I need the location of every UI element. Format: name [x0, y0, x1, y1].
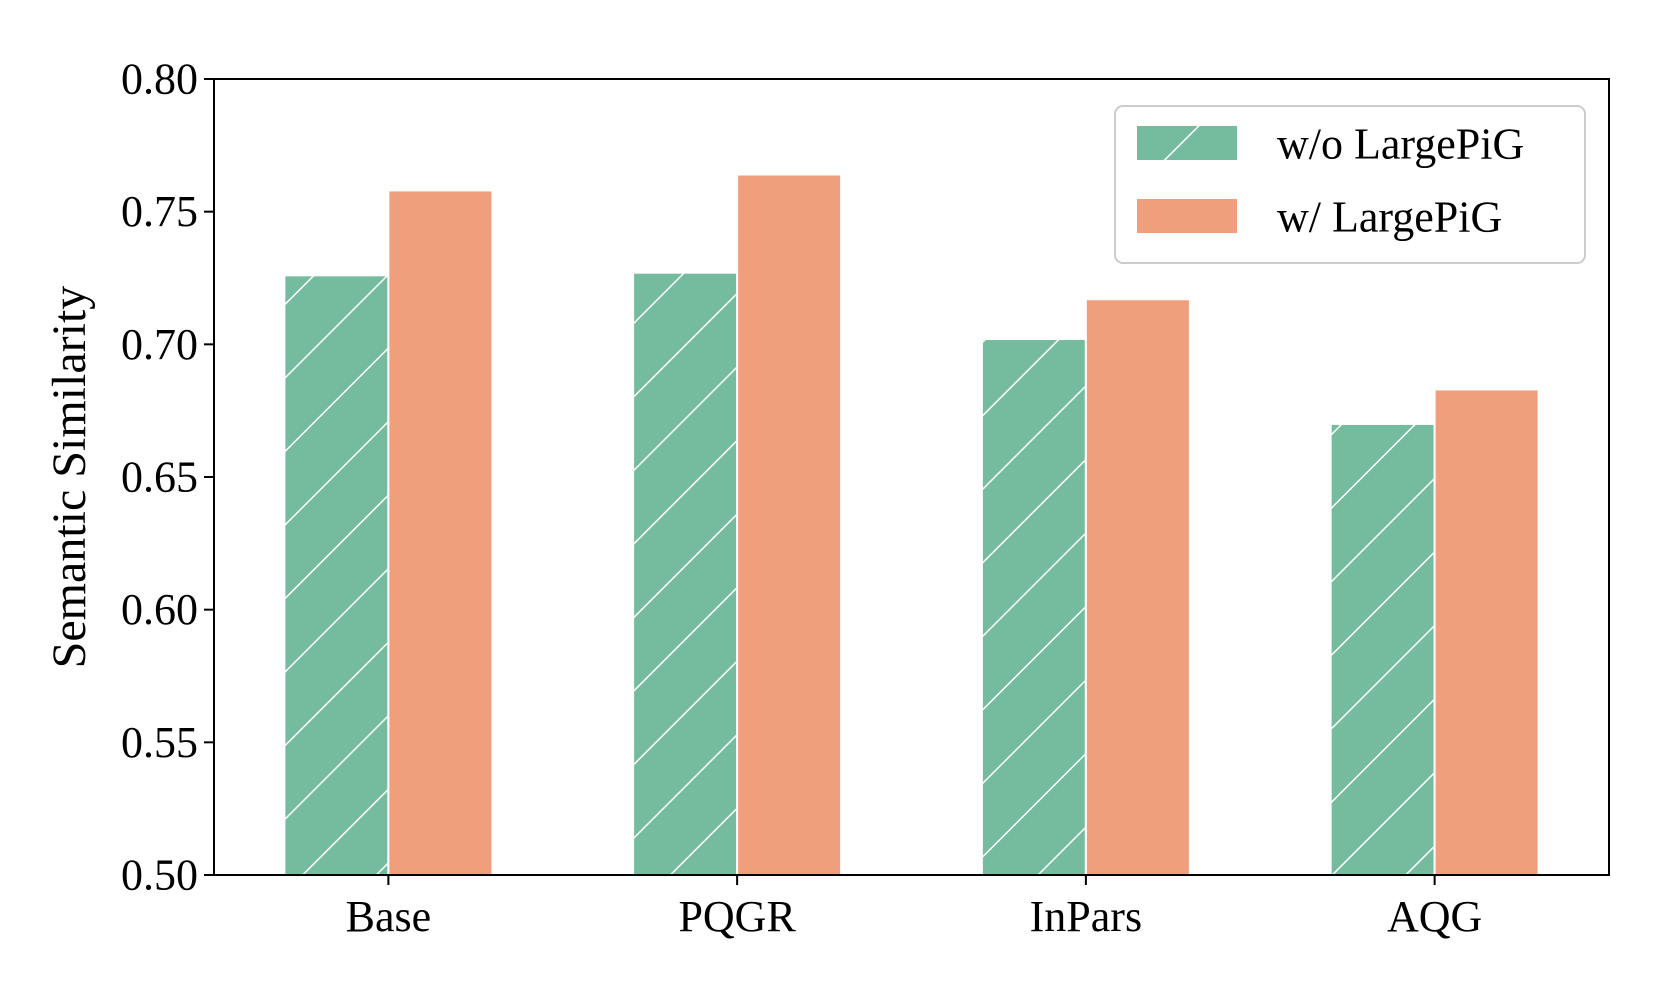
bar-base-without-largepig	[283, 274, 390, 876]
y-tick-label: 0.75	[121, 187, 198, 236]
x-tick-label: PQGR	[678, 892, 796, 941]
x-tick-label: Base	[346, 892, 432, 941]
bars-layer	[283, 173, 1540, 876]
x-tick-label: InPars	[1030, 892, 1142, 941]
bar-inpars-without-largepig	[980, 338, 1087, 876]
y-tick-label: 0.50	[121, 851, 198, 900]
bar-pqgr-without-largepig	[632, 271, 739, 876]
legend-label: w/ LargePiG	[1277, 193, 1502, 242]
y-axis: 0.50 0.55 0.60 0.65 0.70 0.75 0.80	[121, 55, 214, 900]
y-tick-label: 0.65	[121, 453, 198, 502]
legend-swatch-with-largepig	[1137, 199, 1237, 233]
legend-label: w/o LargePiG	[1277, 120, 1524, 169]
x-tick-label: AQG	[1387, 892, 1482, 941]
bar-inpars-with-largepig	[1084, 298, 1191, 876]
y-tick-label: 0.70	[121, 320, 198, 369]
y-axis-title: Semantic Similarity	[43, 286, 96, 669]
legend: w/o LargePiG w/ LargePiG	[1114, 105, 1586, 264]
bar-pqgr-with-largepig	[736, 173, 843, 876]
y-tick-label: 0.60	[121, 585, 198, 634]
bar-aqg-with-largepig	[1433, 388, 1540, 876]
legend-swatch-without-largepig	[1137, 126, 1237, 160]
y-tick-label: 0.80	[121, 55, 198, 104]
x-axis: Base PQGR InPars AQG	[346, 875, 1482, 941]
y-tick-label: 0.55	[121, 718, 198, 767]
bar-base-with-largepig	[387, 189, 494, 876]
bar-aqg-without-largepig	[1329, 422, 1436, 876]
